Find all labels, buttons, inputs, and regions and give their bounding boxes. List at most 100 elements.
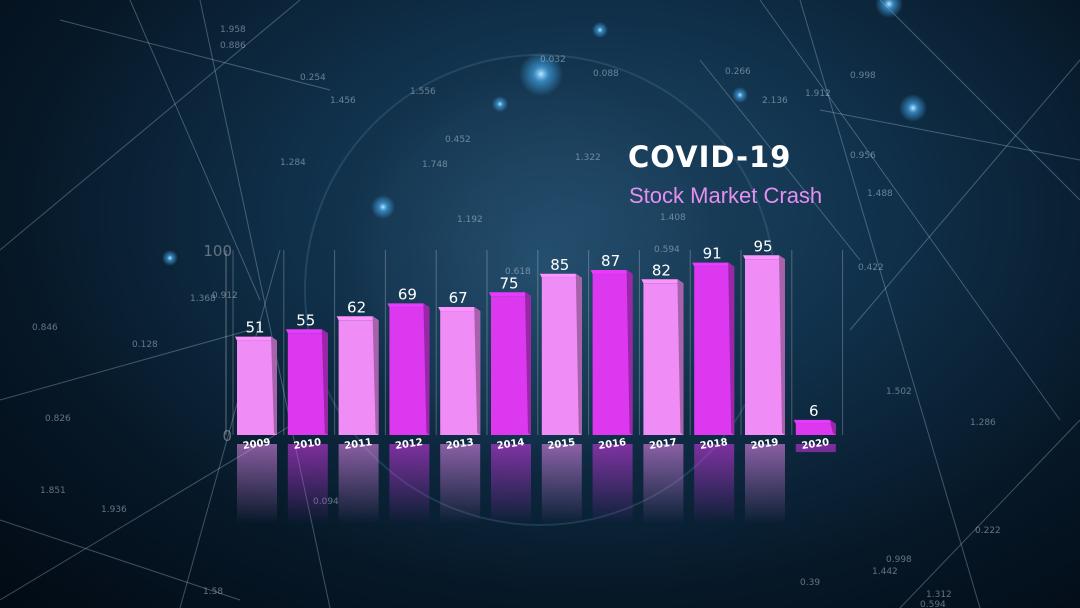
background-number: 0.846 [32, 323, 58, 333]
background-number: 0.266 [725, 67, 751, 77]
bar-side [626, 270, 633, 435]
x-tick-label: 2015 [547, 437, 576, 452]
bar-value-label: 82 [652, 261, 671, 279]
background-number: 1.286 [970, 418, 996, 428]
glow-point [492, 96, 508, 112]
background-number: 1.851 [40, 486, 66, 496]
background-number: 0.39 [800, 578, 820, 588]
bar-reflection [287, 441, 328, 531]
bar-front [287, 333, 328, 435]
glow-point [162, 250, 178, 266]
background-number: 1.58 [203, 587, 223, 597]
background-number: 0.618 [505, 267, 531, 277]
bar-top [285, 329, 328, 334]
background-number: 1.958 [220, 25, 246, 35]
background-number: 0.128 [132, 340, 158, 350]
x-tick-label: 2014 [496, 437, 525, 452]
bar-top [336, 316, 379, 321]
network-line [0, 329, 251, 401]
bar [692, 262, 735, 435]
x-tick-label: 2010 [293, 437, 322, 452]
background-number: 1.502 [886, 387, 912, 397]
x-tick-label: 2011 [344, 437, 373, 452]
bar-side [372, 316, 379, 435]
x-tick-label: 2020 [801, 437, 830, 452]
x-tick-label: 2013 [445, 437, 474, 452]
background-number: 1.408 [660, 213, 686, 223]
bar-top [235, 336, 277, 341]
background-number: 1.556 [410, 87, 436, 97]
glow-point [519, 52, 563, 96]
bar-side [525, 292, 531, 435]
bar [539, 273, 582, 435]
bar-reflection [694, 441, 735, 531]
bar-reflection [440, 441, 481, 531]
bar-front [440, 311, 481, 435]
x-tick-label: 2009 [242, 437, 271, 452]
network-line [879, 0, 1080, 201]
bar-side [779, 255, 785, 435]
background-number: 2.136 [762, 96, 788, 106]
bar-side [728, 262, 735, 435]
background-number: 0.594 [920, 600, 946, 608]
background-numbers: 1.958 0.886 0.254 1.456 1.556 0.032 0.088 0.266… [32, 25, 1001, 608]
bar [387, 303, 430, 435]
bar-top [793, 419, 836, 424]
background-number: 0.254 [300, 73, 326, 83]
x-tick-label: 2012 [395, 437, 424, 452]
bar-top [539, 273, 582, 278]
background-number: 0.998 [886, 555, 912, 565]
network-line [819, 109, 1080, 161]
glow-point [592, 22, 608, 38]
bar-reflection [237, 441, 277, 531]
bar-value-label: 75 [499, 274, 518, 292]
bar-front [694, 266, 735, 435]
bar-reflection [745, 441, 785, 531]
bar-side [423, 303, 430, 435]
bar-top [590, 270, 633, 275]
background-number: 1.748 [422, 160, 448, 170]
bar-front [643, 283, 684, 435]
bar-front [237, 340, 277, 435]
bar-side [321, 329, 328, 435]
bar-front [491, 296, 531, 435]
bar-value-label: 55 [296, 311, 315, 329]
bar [743, 255, 785, 435]
bar-side [575, 273, 582, 435]
bar-front [592, 274, 633, 435]
glow-point [899, 94, 927, 122]
x-tick-label: 2018 [699, 437, 728, 452]
chart-subtitle: Stock Market Crash [629, 183, 823, 208]
bar-top [387, 303, 430, 308]
background-number: 1.368 [190, 294, 216, 304]
bar-value-label: 51 [245, 319, 264, 337]
glow-point [371, 195, 395, 219]
bar-front [745, 259, 785, 435]
bar-top [438, 307, 481, 312]
bar-chart: 0 100 51 55 62 69 67 75 85 87 82 91 95 6 2009 2010 201… [203, 237, 844, 531]
network-line [899, 419, 1080, 608]
network-line [0, 0, 301, 251]
bar-reflections [237, 441, 836, 531]
bar-reflection [795, 441, 836, 453]
bar-reflection [643, 441, 684, 531]
background-number: 0.998 [850, 71, 876, 81]
bar-side [271, 336, 277, 435]
network-line [849, 59, 1080, 331]
background-number: 0.032 [540, 55, 566, 65]
bar [641, 279, 684, 435]
value-labels: 51 55 62 69 67 75 85 87 82 91 95 6 [245, 237, 818, 420]
bar-top [489, 292, 531, 297]
background-number: 1.488 [867, 189, 893, 199]
background-number: 0.088 [593, 69, 619, 79]
glow-point [875, 0, 903, 18]
bar-value-label: 95 [753, 237, 772, 255]
bar-value-label: 85 [550, 256, 569, 274]
bar-value-label: 6 [809, 402, 819, 420]
background-number: 0.452 [445, 135, 471, 145]
network-line [759, 0, 1061, 421]
bar-side [829, 419, 836, 435]
